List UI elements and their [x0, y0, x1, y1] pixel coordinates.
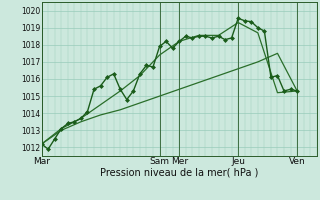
X-axis label: Pression niveau de la mer( hPa ): Pression niveau de la mer( hPa )	[100, 168, 258, 178]
